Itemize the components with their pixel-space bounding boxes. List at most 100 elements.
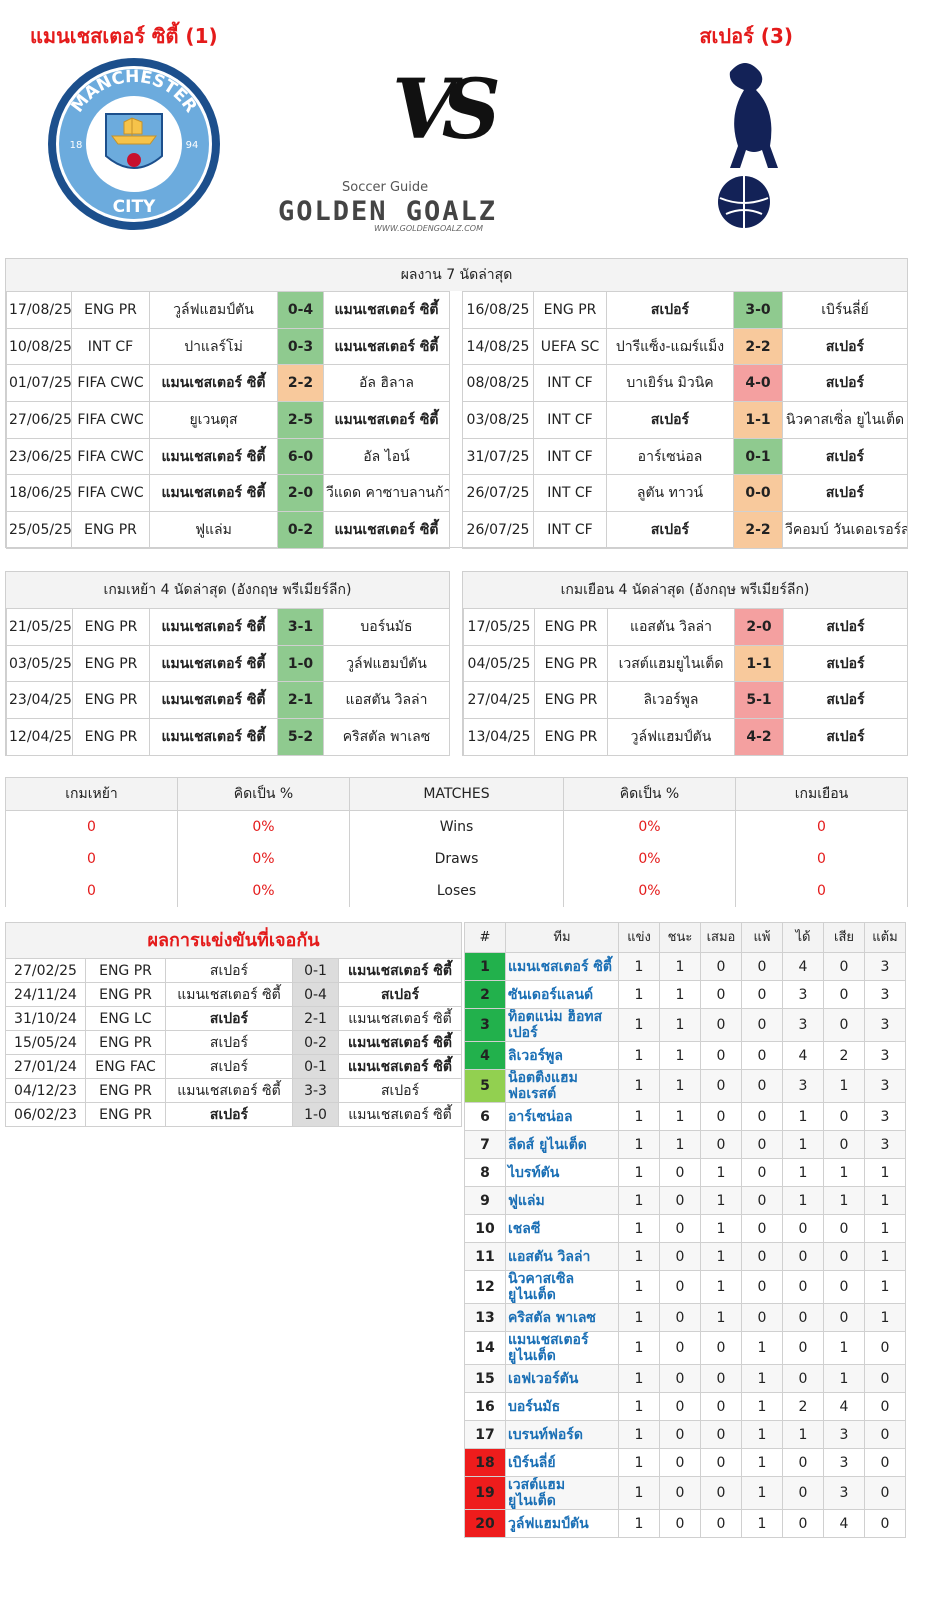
league-row: 14 แมนเชสเตอร์ ยูไนเต็ด 1 0 0 1 0 1 0 bbox=[464, 1331, 906, 1365]
summary-cell: 0 bbox=[5, 810, 178, 843]
away-team: แมนเชสเตอร์ ซิตี้ bbox=[337, 1102, 463, 1127]
league-row: 6 อาร์เซน่อล 1 1 0 0 1 0 3 bbox=[464, 1102, 906, 1131]
away-team: แมนเชสเตอร์ ซิตี้ bbox=[323, 511, 450, 549]
date: 31/10/24 bbox=[5, 1006, 86, 1031]
stat: 0 bbox=[700, 1364, 742, 1393]
stat: 0 bbox=[741, 980, 783, 1009]
stat: 0 bbox=[659, 1158, 701, 1187]
stat: 0 bbox=[823, 1102, 865, 1131]
date: 23/06/25 bbox=[6, 437, 72, 476]
away-team: สเปอร์ bbox=[782, 364, 908, 403]
away-team: วีคอมบ์ วันเดอเรอร์ส bbox=[782, 511, 908, 549]
header-cell: เกมเหย้า bbox=[5, 777, 178, 811]
stat: 1 bbox=[741, 1364, 783, 1393]
stat: 3 bbox=[864, 1102, 906, 1131]
stat: 0 bbox=[700, 952, 742, 981]
stat: 0 bbox=[782, 1448, 824, 1477]
score: 3-1 bbox=[277, 608, 324, 646]
home-team: แมนเชสเตอร์ ซิตี้ bbox=[165, 982, 293, 1007]
score: 0-3 bbox=[277, 327, 324, 366]
rank: 13 bbox=[464, 1303, 506, 1332]
competition: FIFA CWC bbox=[71, 401, 150, 439]
stat: 0 bbox=[659, 1303, 701, 1332]
league-row: 4 ลิเวอร์พูล 1 1 0 0 4 2 3 bbox=[464, 1041, 906, 1070]
table-body: เกมเหย้า คิดเป็น % MATCHES คิดเป็น % เกมเยือ… bbox=[5, 777, 908, 907]
header-cell: # bbox=[464, 922, 506, 953]
h2h-row: 06/02/23 ENG PR สเปอร์ 1-0 แมนเชสเตอร์ ซิตี้ bbox=[5, 1102, 463, 1127]
table: เกมเหย้า คิดเป็น % MATCHES คิดเป็น % เกมเยือ… bbox=[5, 777, 908, 907]
date: 26/07/25 bbox=[462, 511, 534, 549]
competition: ENG PR bbox=[533, 291, 607, 329]
stat: 1 bbox=[864, 1214, 906, 1243]
home-team: แมนเชสเตอร์ ซิตี้ bbox=[149, 364, 278, 403]
stat: 1 bbox=[618, 1130, 660, 1159]
away-team: สเปอร์ bbox=[783, 718, 908, 756]
away-team: แอสตัน วิลล่า bbox=[323, 681, 450, 720]
score: 4-0 bbox=[733, 364, 783, 403]
stat: 0 bbox=[659, 1392, 701, 1421]
competition: ENG PR bbox=[72, 644, 150, 683]
away-team: นิวคาสเซิ่ล ยูไนเต็ด bbox=[782, 401, 908, 439]
summary-cell: Wins bbox=[349, 810, 564, 843]
stat: 1 bbox=[700, 1186, 742, 1215]
stat: 1 bbox=[741, 1392, 783, 1421]
rank: 18 bbox=[464, 1448, 506, 1477]
away-title: สเปอร์ (3) bbox=[699, 24, 793, 48]
stat: 0 bbox=[741, 1214, 783, 1243]
rank: 7 bbox=[464, 1130, 506, 1159]
team-name: บอร์นมัธ bbox=[505, 1392, 619, 1421]
league-section: # ทีม แข่ง ชนะ เสมอ แพ้ ได้ เสีย แต้ม 1 แมนเชสเตอร… bbox=[464, 922, 908, 1572]
summary-cell: 0% bbox=[177, 810, 350, 843]
home-team: ยูเวนตุส bbox=[149, 401, 278, 439]
match-row: 03/05/25 ENG PR แมนเชสเตอร์ ซิตี้ 1-0 วูล์ฟแ… bbox=[6, 644, 450, 683]
competition: ENG PR bbox=[71, 291, 150, 329]
stat: 3 bbox=[864, 1008, 906, 1042]
cockerel bbox=[729, 63, 778, 168]
recent-section: ผลงาน 7 นัดล่าสุด 17/08/25 ENG PR วูล์ฟแฮม… bbox=[5, 258, 908, 549]
team-name: ลีดส์ ยูไนเต็ด bbox=[505, 1130, 619, 1159]
league-row: 1 แมนเชสเตอร์ ซิตี้ 1 1 0 0 4 0 3 bbox=[464, 952, 906, 981]
stat: 0 bbox=[659, 1364, 701, 1393]
stat: 0 bbox=[659, 1186, 701, 1215]
rank: 20 bbox=[464, 1509, 506, 1538]
h2h-row: 24/11/24 ENG PR แมนเชสเตอร์ ซิตี้ 0-4 สเปอร์ bbox=[5, 982, 463, 1007]
summary-cell: Draws bbox=[349, 842, 564, 875]
stat: 1 bbox=[741, 1420, 783, 1449]
rank: 2 bbox=[464, 980, 506, 1009]
score: 4-2 bbox=[734, 718, 784, 756]
match-row: 31/07/25 INT CF อาร์เซน่อล 0-1 สเปอร์ bbox=[462, 437, 908, 476]
match-row: 01/07/25 FIFA CWC แมนเชสเตอร์ ซิตี้ 2-2 อัล … bbox=[6, 364, 450, 403]
match-row: 27/04/25 ENG PR ลิเวอร์พูล 5-1 สเปอร์ bbox=[463, 681, 908, 720]
stat: 1 bbox=[823, 1331, 865, 1365]
stat: 1 bbox=[618, 1509, 660, 1538]
h2h-row: 15/05/24 ENG PR สเปอร์ 0-2 แมนเชสเตอร์ ซิตี้ bbox=[5, 1030, 463, 1055]
stat: 2 bbox=[782, 1392, 824, 1421]
score: 1-1 bbox=[733, 401, 783, 439]
date: 12/04/25 bbox=[6, 718, 73, 756]
stat: 0 bbox=[700, 980, 742, 1009]
stat: 1 bbox=[659, 952, 701, 981]
site-logo: Soccer Guide GOLDEN GOALZ WWW.GOLDENGOAL… bbox=[278, 180, 596, 234]
stat: 0 bbox=[782, 1242, 824, 1271]
rank: 17 bbox=[464, 1420, 506, 1449]
stat: 0 bbox=[823, 1242, 865, 1271]
league-row: 5 น็อตติ้งแฮม ฟอเรสต์ 1 1 0 0 3 1 3 bbox=[464, 1069, 906, 1103]
competition: UEFA SC bbox=[533, 327, 607, 366]
stat: 0 bbox=[782, 1303, 824, 1332]
header-row: # ทีม แข่ง ชนะ เสมอ แพ้ ได้ เสีย แต้ม bbox=[464, 922, 906, 953]
h2h-row: 27/01/24 ENG FAC สเปอร์ 0-1 แมนเชสเตอร์ ซิตี… bbox=[5, 1054, 463, 1079]
table-body: # ทีม แข่ง ชนะ เสมอ แพ้ ได้ เสีย แต้ม 1 แมนเชสเตอร… bbox=[464, 922, 906, 1538]
team-name: เบิร์นลี่ย์ bbox=[505, 1448, 619, 1477]
stat: 1 bbox=[741, 1331, 783, 1365]
match-row: 21/05/25 ENG PR แมนเชสเตอร์ ซิตี้ 3-1 บอร์นม… bbox=[6, 608, 450, 646]
match-row: 23/06/25 FIFA CWC แมนเชสเตอร์ ซิตี้ 6-0 อัล … bbox=[6, 437, 450, 476]
home-team: แมนเชสเตอร์ ซิตี้ bbox=[149, 681, 278, 720]
rank: 14 bbox=[464, 1331, 506, 1365]
stat: 0 bbox=[823, 1008, 865, 1042]
away-team: แมนเชสเตอร์ ซิตี้ bbox=[337, 958, 463, 983]
stat: 0 bbox=[700, 1420, 742, 1449]
away-team: เบิร์นลี่ย์ bbox=[782, 291, 908, 329]
stat: 3 bbox=[864, 980, 906, 1009]
score: 1-1 bbox=[734, 644, 784, 683]
stat: 1 bbox=[618, 1392, 660, 1421]
